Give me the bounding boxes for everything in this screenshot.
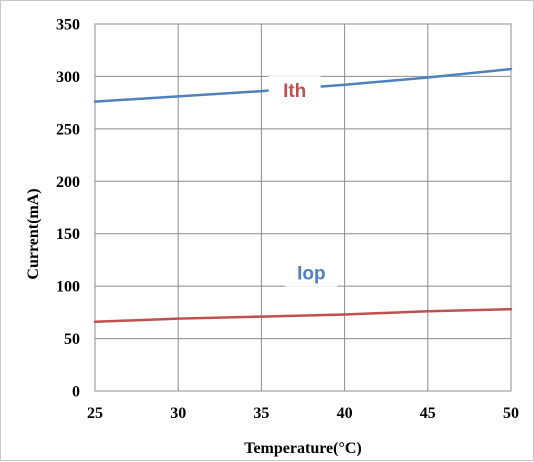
data-point-ith xyxy=(93,320,97,323)
y-tick-label: 50 xyxy=(64,331,80,348)
y-tick-label: 250 xyxy=(56,121,80,138)
series-label-ith: Ith xyxy=(283,81,306,102)
data-point-ith xyxy=(343,313,346,316)
y-tick-label: 0 xyxy=(72,384,80,401)
y-tick-label: 200 xyxy=(56,174,80,191)
x-tick-labels: 25 30 35 40 45 50 xyxy=(87,405,519,422)
data-point-ith xyxy=(260,315,263,318)
plot-border xyxy=(94,23,512,392)
y-tick-label: 300 xyxy=(56,69,80,86)
x-tick-label: 50 xyxy=(503,405,519,422)
x-tick-label: 35 xyxy=(253,405,269,422)
data-point-iop xyxy=(343,83,346,87)
data-point-iop xyxy=(426,76,429,79)
y-tick-label: 150 xyxy=(56,226,80,243)
data-point-iop xyxy=(93,100,97,103)
series-labels: Iop Ith xyxy=(268,76,338,287)
data-point-iop xyxy=(177,95,180,98)
x-tick-label: 45 xyxy=(420,405,436,422)
data-point-ith xyxy=(426,310,429,313)
x-tick-label: 25 xyxy=(87,405,103,422)
data-point-ith xyxy=(177,317,180,320)
y-tick-labels: 0 50 100 150 200 250 300 350 xyxy=(56,17,80,401)
data-point-iop xyxy=(509,67,513,71)
x-tick-label: 30 xyxy=(170,405,186,422)
series-label-background xyxy=(268,76,321,105)
x-axis-title: Temperature(°C) xyxy=(244,440,361,457)
series-line-ith xyxy=(94,307,512,324)
y-axis-title: Current(mA) xyxy=(25,188,42,279)
data-point-ith xyxy=(509,308,513,311)
data-point-iop xyxy=(260,89,263,93)
series-label-background xyxy=(285,258,338,287)
y-tick-label: 100 xyxy=(56,279,80,296)
y-tick-label: 350 xyxy=(56,17,80,34)
series-label-iop: Iop xyxy=(297,264,326,285)
plot-area xyxy=(94,23,512,392)
x-tick-label: 40 xyxy=(337,405,353,422)
